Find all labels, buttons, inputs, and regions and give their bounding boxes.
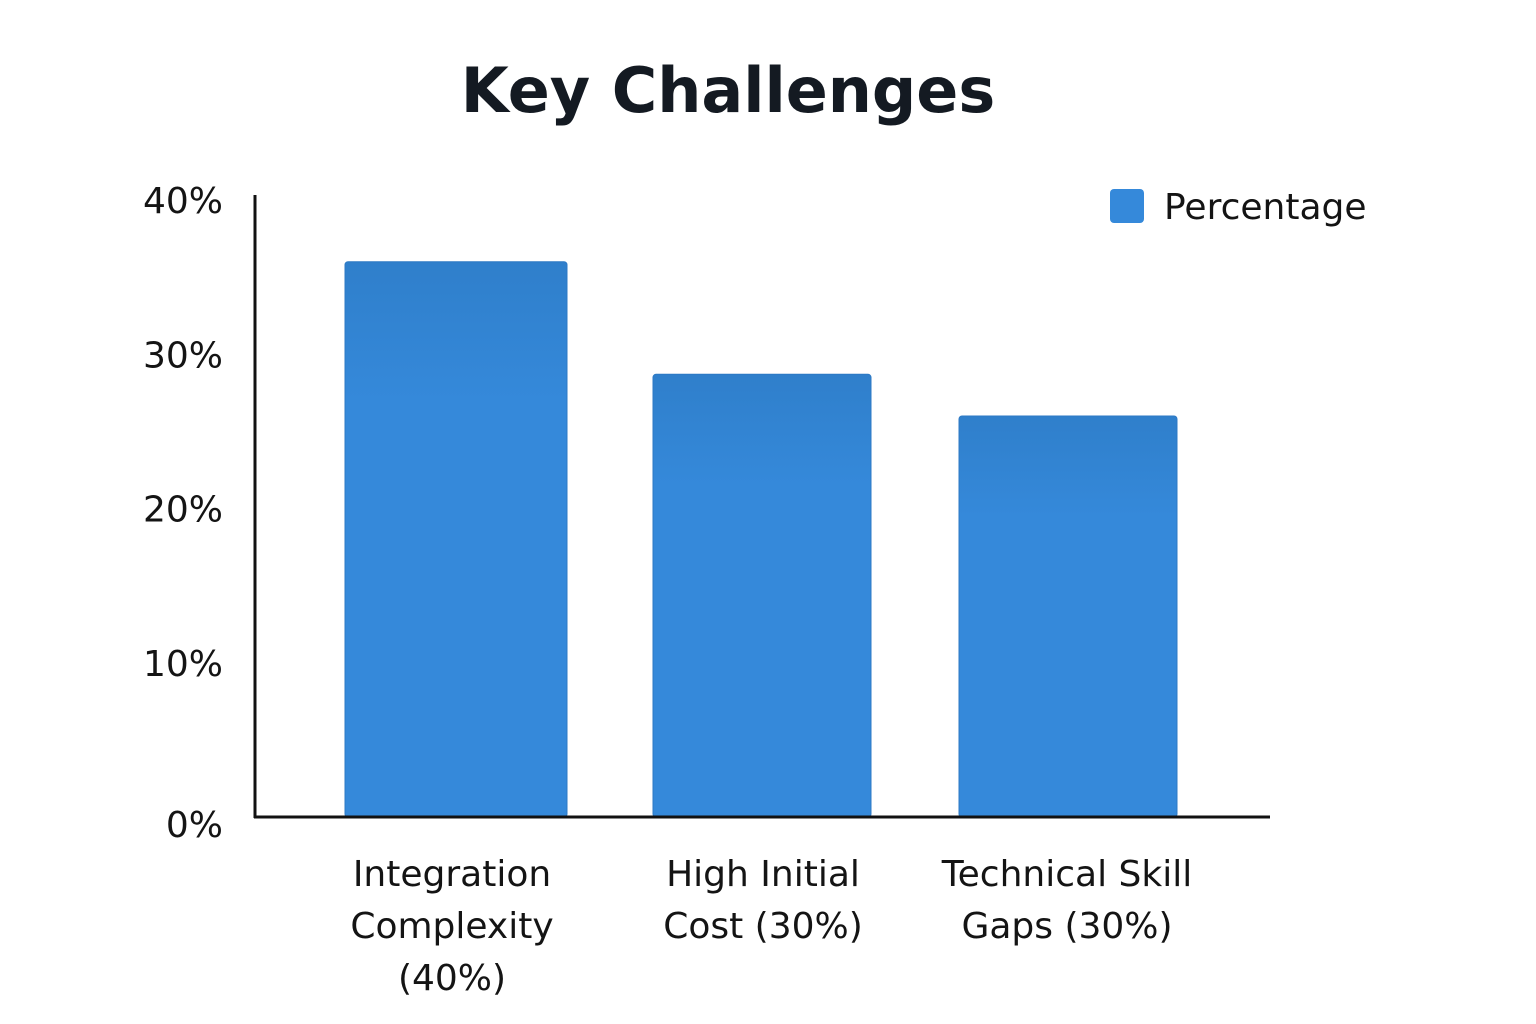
- y-axis-ticks: 0% 10% 20% 30% 40%: [143, 181, 223, 846]
- x-category-label-line: Cost (30%): [663, 906, 863, 947]
- chart-title: Key Challenges: [461, 54, 996, 127]
- bar-1: [344, 261, 568, 818]
- y-tick-label: 10%: [143, 644, 223, 685]
- x-category-label-line: Integration: [353, 854, 551, 895]
- x-category-label-line: Complexity: [350, 906, 553, 947]
- x-category-label-line: Gaps (30%): [961, 906, 1172, 947]
- bar-3: [958, 415, 1178, 818]
- x-category-label-line: High Initial: [666, 854, 860, 895]
- y-tick-label: 0%: [166, 805, 223, 846]
- bars-group: [344, 261, 1178, 818]
- x-category-label: Integration Complexity (40%): [350, 854, 553, 999]
- x-category-label: High Initial Cost (30%): [663, 854, 863, 947]
- x-category-label: Technical Skill Gaps (30%): [941, 854, 1192, 947]
- y-tick-label: 20%: [143, 490, 223, 531]
- legend: Percentage: [1110, 187, 1367, 228]
- y-tick-label: 40%: [143, 181, 223, 222]
- y-tick-label: 30%: [143, 335, 223, 376]
- x-category-label-line: (40%): [398, 958, 506, 999]
- legend-swatch: [1110, 189, 1144, 223]
- bar-2: [652, 373, 872, 818]
- x-axis-labels: Integration Complexity (40%) High Initial Co…: [350, 854, 1192, 999]
- x-category-label-line: Technical Skill: [941, 854, 1192, 895]
- legend-label: Percentage: [1164, 187, 1367, 228]
